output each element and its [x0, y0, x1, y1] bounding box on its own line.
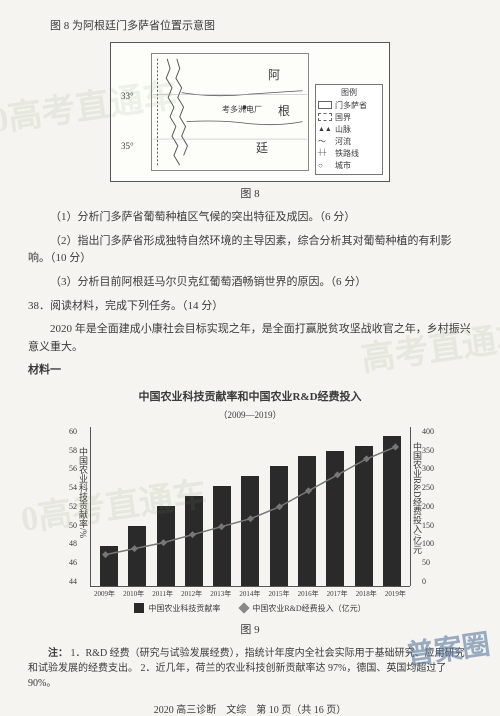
legend-label: 河流 [335, 136, 351, 147]
tick: 150 [422, 521, 434, 530]
tick: 60 [69, 427, 77, 436]
map-frame: 阿 根 廷 考多洲电厂 [151, 53, 309, 171]
tick: 48 [69, 539, 77, 548]
station-label: 考多洲电厂 [222, 104, 262, 115]
x-label: 2014年 [239, 589, 260, 599]
question-3: （3）分析目前阿根廷马尔贝克红葡萄酒畅销世界的原因。（6 分） [28, 274, 472, 292]
figure9-chart: 中国农业科技贡献率和中国农业R&D经费投入 （2009—2019） 中国农业科技… [60, 388, 440, 614]
region-label-mid: 根 [278, 102, 290, 119]
bar [355, 446, 373, 586]
question-1: （1）分析门多萨省葡萄种植区气候的突出特征及成因。（6 分） [28, 209, 472, 227]
x-label: 2015年 [268, 589, 289, 599]
legend-item: 国界 [318, 112, 380, 123]
chart-plot: 中国农业科技贡献率/% 中国农业R&D经费投入/亿元 60 58 56 54 5… [90, 427, 410, 587]
lat-35: 35° [121, 141, 134, 151]
tick: 250 [422, 483, 434, 492]
legend-text: 中国农业科技贡献率 [148, 603, 220, 614]
region-label-bot: 廷 [256, 139, 268, 156]
figure8-label: 图 8 [28, 186, 472, 204]
x-label: 2019年 [385, 589, 406, 599]
notes: 注： 1．R&D 经费（研究与试验发展经费），指统计年度内全社会实际用于基础研究… [28, 646, 472, 691]
tick: 56 [69, 464, 77, 473]
lat-33: 33° [121, 91, 134, 101]
bar [326, 451, 344, 586]
tick: 52 [69, 502, 77, 511]
bar [128, 526, 146, 586]
q38-number: 38．阅读材料，完成下列任务。（14 分） [28, 298, 472, 316]
x-label: 2017年 [327, 589, 348, 599]
x-label: 2016年 [298, 589, 319, 599]
legend-item: 门多萨省 [318, 100, 380, 111]
material-label: 材料一 [28, 362, 472, 380]
bar-series [91, 427, 410, 586]
legend-label: 门多萨省 [335, 100, 367, 111]
question-2: （2）指出门多萨省形成独特自然环境的主导因素，综合分析其对葡萄种植的有利影响。（… [28, 233, 472, 268]
x-label: 2012年 [181, 589, 202, 599]
x-label: 2009年 [94, 589, 115, 599]
x-axis-labels: 2009年 2010年 2011年 2012年 2013年 2014年 2015年 2016年… [90, 589, 410, 599]
chart-subtitle: （2009—2019） [60, 408, 440, 421]
chart-legend: 中国农业科技贡献率 中国农业R&D经费投入（亿元） [60, 603, 440, 614]
chart-title: 中国农业科技贡献率和中国农业R&D经费投入 [60, 388, 440, 404]
legend-label: 铁路线 [335, 148, 359, 159]
tick: 300 [422, 464, 434, 473]
tick: 100 [422, 539, 434, 548]
region-label-top: 阿 [268, 66, 280, 83]
legend-label: 山脉 [335, 124, 351, 135]
legend-text: 中国农业R&D经费投入（亿元） [252, 603, 365, 614]
y-ticks-right: 400 350 300 250 200 150 100 50 0 [422, 427, 434, 586]
bar [270, 466, 288, 586]
legend-bar: 中国农业科技贡献率 [134, 603, 220, 614]
tick: 50 [422, 558, 434, 567]
map-legend: 图例 门多萨省 国界 ▲▲山脉 ～河流 ┼┼铁路线 ○城市 [315, 84, 383, 175]
bar [298, 456, 316, 586]
tick: 350 [422, 446, 434, 455]
x-label: 2018年 [356, 589, 377, 599]
figure9-label: 图 9 [28, 622, 472, 640]
y-ticks-left: 60 58 56 54 52 50 48 46 44 [69, 427, 77, 586]
bar [213, 486, 231, 586]
tick: 44 [69, 577, 77, 586]
tick: 50 [69, 521, 77, 530]
bar [100, 546, 118, 586]
legend-item: ▲▲山脉 [318, 124, 380, 135]
legend-line: 中国农业R&D经费投入（亿元） [240, 603, 365, 614]
figure8-caption: 图 8 为阿根廷门多萨省位置示意图 [28, 18, 472, 36]
legend-title: 图例 [318, 87, 380, 98]
tick: 46 [69, 558, 77, 567]
figure8-map: 33° 35° 阿 根 廷 考多洲电厂 图例 门多萨省 国界 ▲▲山脉 ～河流 … [110, 42, 390, 182]
x-label: 2010年 [123, 589, 144, 599]
tick: 0 [422, 577, 434, 586]
tick: 54 [69, 483, 77, 492]
legend-item: ○城市 [318, 160, 380, 171]
q38-intro: 2020 年是全面建成小康社会目标实现之年，是全面打赢脱贫攻坚战收官之年，乡村振… [28, 321, 472, 356]
x-label: 2013年 [210, 589, 231, 599]
bar [157, 506, 175, 586]
tick: 58 [69, 446, 77, 455]
legend-label: 国界 [335, 112, 351, 123]
bar [185, 496, 203, 586]
legend-item: ┼┼铁路线 [318, 148, 380, 159]
bar [241, 476, 259, 586]
tick: 400 [422, 427, 434, 436]
x-label: 2011年 [152, 589, 173, 599]
legend-label: 城市 [335, 160, 351, 171]
page-footer: 2020 高三诊断 文综 第 10 页（共 16 页） [28, 701, 472, 716]
tick: 200 [422, 502, 434, 511]
legend-item: ～河流 [318, 136, 380, 147]
y-axis-left-label: 中国农业科技贡献率/% [77, 447, 90, 538]
bar [383, 436, 401, 586]
note-label: 注： [48, 648, 68, 659]
